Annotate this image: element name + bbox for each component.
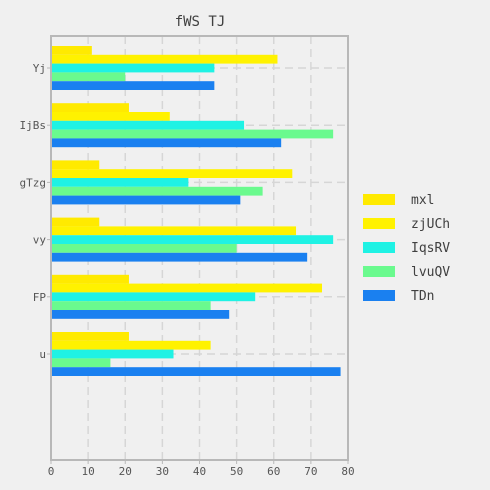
legend-swatch-TDn	[363, 290, 395, 301]
bar-IqsRV-FP	[51, 292, 256, 302]
bar-lvuQV-IjBs	[51, 129, 334, 139]
x-tick-label: 80	[341, 465, 354, 478]
bar-IqsRV-vy	[51, 235, 334, 244]
legend-label-TDn: TDn	[411, 289, 434, 304]
bars	[51, 46, 341, 376]
bar-mxl-vy	[51, 217, 100, 227]
bar-IqsRV-Yj	[51, 63, 215, 73]
bar-zjUCh-u	[51, 340, 211, 350]
x-axis-ticks: 0 10 20 30 40 50 60 70 80	[48, 460, 355, 478]
bar-zjUCh-gTzg	[51, 169, 293, 178]
chart-title: fWS TJ	[175, 14, 226, 30]
bar-TDn-Yj	[51, 81, 215, 90]
bar-TDn-gTzg	[51, 195, 241, 205]
bar-TDn-FP	[51, 310, 230, 319]
bar-mxl-FP	[51, 274, 129, 284]
x-tick-label: 70	[304, 465, 317, 478]
bar-mxl-gTzg	[51, 160, 100, 170]
legend-swatch-mxl	[363, 194, 395, 205]
bar-lvuQV-FP	[51, 301, 211, 310]
x-tick-label: 10	[82, 465, 95, 478]
bar-mxl-u	[51, 332, 129, 341]
y-axis-ticks: Yj IjBs gTzg vy FP u	[20, 62, 51, 361]
x-tick-label: 60	[267, 465, 280, 478]
legend-swatch-IqsRV	[363, 242, 395, 253]
bar-IqsRV-gTzg	[51, 178, 189, 187]
x-tick-label: 50	[230, 465, 243, 478]
bar-zjUCh-FP	[51, 283, 323, 293]
legend-swatch-zjUCh	[363, 218, 395, 229]
legend: mxl zjUCh IqsRV lvuQV TDn	[363, 193, 450, 304]
y-tick-label: IjBs	[20, 119, 47, 132]
bar-zjUCh-IjBs	[51, 112, 170, 121]
x-tick-label: 40	[193, 465, 206, 478]
y-tick-label: FP	[33, 291, 47, 304]
legend-label-zjUCh: zjUCh	[411, 217, 450, 232]
x-tick-label: 0	[48, 465, 55, 478]
x-tick-label: 20	[119, 465, 132, 478]
bar-zjUCh-Yj	[51, 54, 278, 64]
y-tick-label: Yj	[33, 62, 46, 75]
bar-mxl-Yj	[51, 46, 92, 55]
legend-label-lvuQV: lvuQV	[411, 265, 450, 280]
y-tick-label: u	[39, 348, 46, 361]
y-tick-label: vy	[33, 234, 47, 247]
y-tick-label: gTzg	[20, 176, 47, 189]
bar-IqsRV-u	[51, 349, 174, 359]
bar-IqsRV-IjBs	[51, 120, 245, 130]
bar-lvuQV-Yj	[51, 72, 126, 82]
bar-lvuQV-u	[51, 358, 111, 368]
legend-swatch-lvuQV	[363, 266, 395, 277]
legend-label-mxl: mxl	[411, 193, 434, 208]
bar-TDn-u	[51, 367, 341, 376]
bar-TDn-IjBs	[51, 138, 282, 148]
bar-lvuQV-gTzg	[51, 186, 263, 196]
bar-TDn-vy	[51, 252, 308, 262]
legend-label-IqsRV: IqsRV	[411, 241, 450, 256]
bar-zjUCh-vy	[51, 226, 297, 236]
bar-mxl-IjBs	[51, 103, 129, 112]
bar-lvuQV-vy	[51, 244, 237, 253]
x-tick-label: 30	[156, 465, 169, 478]
